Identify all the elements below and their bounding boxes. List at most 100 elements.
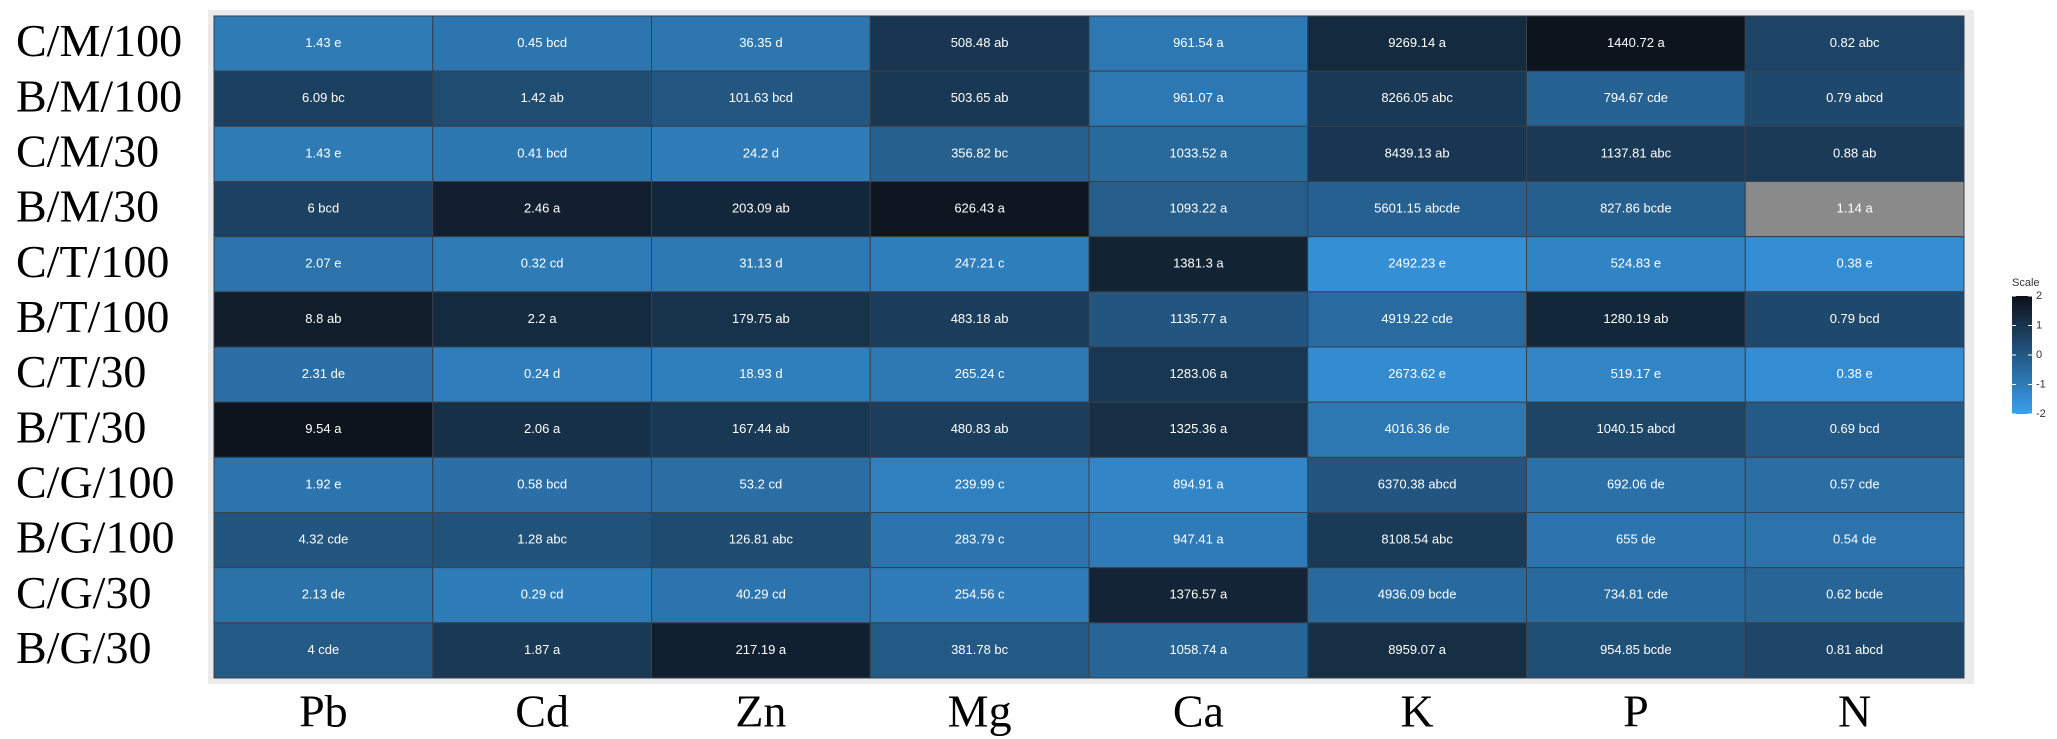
cell-label: 9269.14 a [1388, 35, 1447, 50]
heatmap-cell [213, 622, 434, 679]
heatmap-cell [432, 70, 652, 127]
cell-label: 0.81 abcd [1826, 642, 1883, 657]
heatmap-cell [1526, 125, 1746, 183]
heatmap-cell [1744, 125, 1965, 183]
heatmap-cell [1088, 181, 1309, 238]
colorbar-tick-label: 1 [2036, 319, 2042, 331]
cell-label: 1.43 e [305, 145, 341, 160]
heatmap-cell [651, 125, 871, 183]
column-label: P [1623, 686, 1649, 737]
column-label: Ca [1173, 686, 1224, 737]
cell-label: 894.91 a [1173, 476, 1224, 491]
cell-label: 203.09 ab [732, 201, 790, 216]
heatmap-cell [869, 401, 1090, 458]
cell-label: 2.2 a [528, 311, 558, 326]
cell-label: 1.14 a [1837, 201, 1874, 216]
cell-label: 794.67 cde [1604, 90, 1668, 105]
cell-label: 247.21 c [955, 256, 1005, 271]
heatmap-cell [1088, 70, 1309, 127]
heatmap-cell [213, 512, 434, 569]
heatmap-cell [651, 15, 871, 72]
row-label: C/G/100 [16, 456, 174, 507]
cell-label: 254.56 c [955, 587, 1005, 602]
colorbar [2012, 296, 2032, 414]
heatmap-cell [432, 236, 652, 293]
column-label: N [1838, 686, 1871, 737]
cell-label: 8.8 ab [305, 311, 341, 326]
heatmap-cell [432, 346, 652, 403]
cell-label: 179.75 ab [732, 311, 790, 326]
cell-label: 40.29 cd [736, 587, 786, 602]
heatmap-cell [432, 622, 652, 679]
heatmap-cell [1744, 346, 1965, 403]
cell-label: 381.78 bc [951, 642, 1009, 657]
colorbar-tick-label: 2 [2036, 290, 2042, 302]
column-label: Pb [299, 686, 348, 737]
heatmap-cell [651, 236, 871, 293]
row-label: B/G/100 [16, 512, 174, 563]
row-label: B/T/100 [16, 291, 169, 342]
cell-label: 2.31 de [302, 366, 345, 381]
column-label: Cd [515, 686, 569, 737]
heatmap-cell [1307, 125, 1527, 183]
cell-label: 4016.36 de [1385, 421, 1450, 436]
row-label: B/G/30 [16, 622, 151, 673]
heatmap-cell [432, 512, 652, 569]
cell-label: 6370.38 abcd [1378, 476, 1457, 491]
heatmap-cell [213, 15, 434, 72]
cell-label: 1325.36 a [1169, 421, 1228, 436]
heatmap-cell [213, 346, 434, 403]
column-label: Mg [948, 686, 1012, 737]
row-label: C/M/30 [16, 125, 159, 176]
cell-label: 8108.54 abc [1381, 532, 1453, 547]
heatmap-cell [432, 567, 652, 624]
cell-label: 0.24 d [524, 366, 560, 381]
colorbar-title: Scale [2012, 277, 2040, 289]
heatmap-cell [1526, 401, 1746, 458]
heatmap-cell [869, 456, 1090, 514]
cell-label: 692.06 de [1607, 476, 1665, 491]
heatmap-cell [1526, 567, 1746, 624]
cell-label: 8439.13 ab [1385, 145, 1450, 160]
cell-label: 480.83 ab [951, 421, 1009, 436]
cell-label: 2673.62 e [1388, 366, 1446, 381]
cell-label: 283.79 c [955, 532, 1005, 547]
cell-label: 0.54 de [1833, 532, 1876, 547]
cell-label: 508.48 ab [951, 35, 1009, 50]
heatmap-cell [651, 456, 871, 514]
heatmap-cell [869, 622, 1090, 679]
heatmap-cell [1526, 512, 1746, 569]
heatmap-cell [432, 15, 652, 72]
cell-label: 4.32 cde [298, 532, 348, 547]
cell-label: 9.54 a [305, 421, 342, 436]
heatmap-cell [1744, 512, 1965, 569]
row-label: B/M/100 [16, 70, 182, 121]
heatmap-cell [1526, 291, 1746, 348]
cell-label: 1.92 e [305, 476, 341, 491]
cell-label: 217.19 a [736, 642, 787, 657]
cell-label: 4919.22 cde [1381, 311, 1453, 326]
heatmap-cell [651, 291, 871, 348]
heatmap-cell [1307, 346, 1527, 403]
cell-label: 0.45 bcd [517, 35, 567, 50]
cell-label: 0.57 cde [1830, 476, 1880, 491]
cell-label: 5601.15 abcde [1374, 201, 1460, 216]
row-label: C/T/30 [16, 346, 146, 397]
cell-label: 1.28 abc [517, 532, 567, 547]
cell-label: 8959.07 a [1388, 642, 1447, 657]
cell-label: 483.18 ab [951, 311, 1009, 326]
cell-label: 18.93 d [739, 366, 782, 381]
colorbar-tick-label: 0 [2036, 349, 2042, 361]
column-label: Zn [735, 686, 786, 737]
row-label: C/G/30 [16, 567, 151, 618]
heatmap-cell [1307, 401, 1527, 458]
heatmap-cell [1088, 456, 1309, 514]
heatmap-cell [1307, 291, 1527, 348]
heatmap-cell [1744, 15, 1965, 72]
heatmap-cell [869, 70, 1090, 127]
cell-label: 265.24 c [955, 366, 1005, 381]
heatmap-cell [1526, 15, 1746, 72]
cell-label: 519.17 e [1611, 366, 1662, 381]
heatmap-cell [213, 567, 434, 624]
cell-label: 0.62 bcde [1826, 587, 1883, 602]
